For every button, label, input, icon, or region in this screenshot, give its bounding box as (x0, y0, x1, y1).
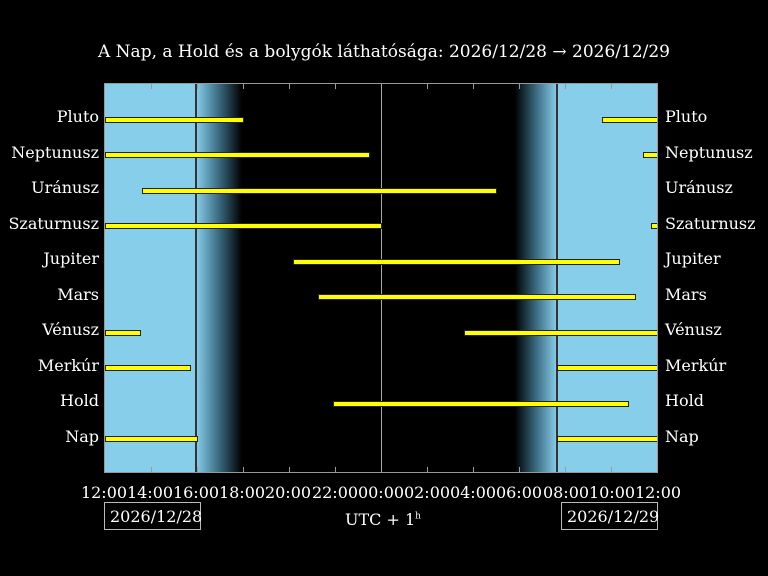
row-label-right: Hold (665, 391, 704, 410)
bar-nap (105, 436, 198, 442)
row-label-left: Hold (60, 391, 99, 410)
row-label-right: Merkúr (665, 356, 727, 375)
x-tick-label: 20:00 (264, 483, 312, 502)
bar-pluto (602, 117, 657, 123)
row-label-left: Jupiter (43, 249, 99, 268)
bar-nap (557, 436, 657, 442)
row-label-right: Pluto (665, 107, 708, 126)
x-tick-label: 22:00 (311, 483, 359, 502)
row-label-right: Nap (665, 427, 699, 446)
x-tick-label: 12:00 (80, 483, 128, 502)
x-tick-label: 12:00 (634, 483, 682, 502)
day-region-right (557, 84, 657, 472)
tick (197, 467, 198, 472)
row-label-right: Uránusz (665, 178, 733, 197)
tick (289, 84, 290, 89)
tick (243, 467, 244, 472)
tick (243, 84, 244, 89)
chart-title: A Nap, a Hold és a bolygók láthatósága: … (98, 42, 670, 62)
plot-area (104, 83, 658, 473)
row-label-right: Neptunusz (665, 143, 753, 162)
x-tick-label: 16:00 (172, 483, 220, 502)
row-label-right: Szaturnusz (665, 214, 756, 233)
tick (473, 84, 474, 89)
bar-neptunusz (105, 152, 370, 158)
row-label-left: Vénusz (42, 320, 99, 339)
bar-szaturnusz (105, 223, 382, 229)
x-tick-label: 02:00 (403, 483, 451, 502)
tick (335, 84, 336, 89)
day-region-left (105, 84, 196, 472)
bar-szaturnusz (651, 223, 657, 229)
row-label-right: Vénusz (665, 320, 722, 339)
row-label-right: Jupiter (665, 249, 721, 268)
bar-jupiter (293, 259, 620, 265)
tick (427, 467, 428, 472)
row-label-right: Mars (665, 285, 707, 304)
x-tick-label: 00:00 (357, 483, 405, 502)
row-label-left: Merkúr (37, 356, 99, 375)
bar-venusz (105, 330, 141, 336)
bar-venusz (464, 330, 657, 336)
sunrise-line (556, 84, 558, 472)
x-tick-label: 08:00 (542, 483, 590, 502)
timezone-text: UTC + 1 (345, 510, 416, 529)
x-tick-label: 06:00 (495, 483, 543, 502)
tick (565, 467, 566, 472)
row-label-left: Neptunusz (11, 143, 99, 162)
row-label-left: Pluto (56, 107, 99, 126)
bar-hold (333, 401, 629, 407)
tick (519, 84, 520, 89)
bar-mars (318, 294, 636, 300)
x-tick-label: 18:00 (218, 483, 266, 502)
tick (197, 84, 198, 89)
bar-uranusz (142, 188, 497, 194)
row-label-left: Uránusz (31, 178, 99, 197)
tick (335, 467, 336, 472)
row-label-left: Nap (65, 427, 99, 446)
tick (151, 84, 152, 89)
x-tick-label: 14:00 (126, 483, 174, 502)
tick (519, 467, 520, 472)
midnight-line (381, 84, 382, 472)
timezone-label: UTC + 1h (345, 510, 421, 529)
twilight-morning (515, 84, 557, 472)
row-label-left: Szaturnusz (8, 214, 99, 233)
tick (151, 467, 152, 472)
x-tick-label: 04:00 (449, 483, 497, 502)
date-label-end: 2026/12/29 (561, 502, 659, 530)
tick (611, 84, 612, 89)
date-label-start: 2026/12/28 (104, 502, 202, 530)
x-tick-label: 10:00 (588, 483, 636, 502)
bar-merkur (557, 365, 657, 371)
sunset-line (195, 84, 197, 472)
tick (611, 467, 612, 472)
tick (565, 84, 566, 89)
tick (289, 467, 290, 472)
bar-pluto (105, 117, 244, 123)
twilight-evening (196, 84, 242, 472)
bar-neptunusz (643, 152, 657, 158)
timezone-sup: h (415, 511, 421, 522)
bar-merkur (105, 365, 191, 371)
tick (427, 84, 428, 89)
row-label-left: Mars (57, 285, 99, 304)
tick (473, 467, 474, 472)
